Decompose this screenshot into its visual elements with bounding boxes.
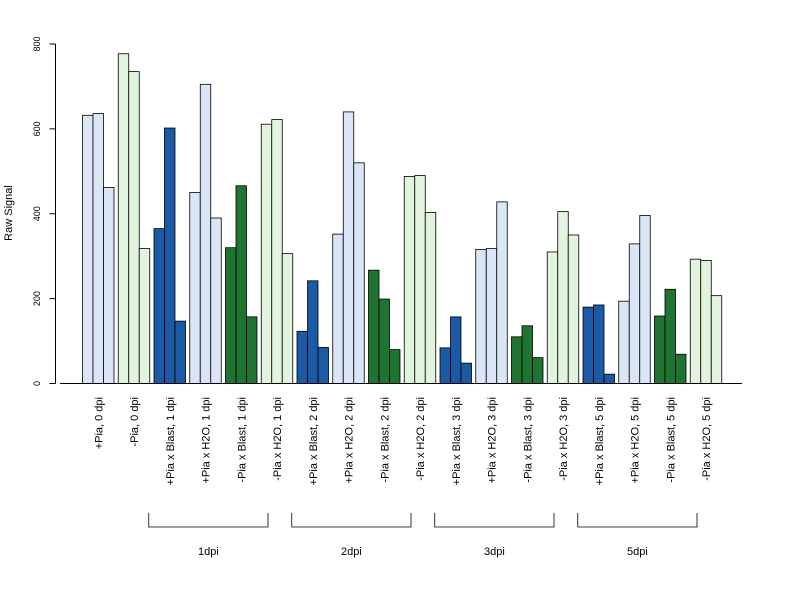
- x-tick-label: -Pia, 0 dpi: [129, 397, 141, 447]
- bar: [639, 215, 651, 384]
- bar: [246, 316, 258, 384]
- y-tick-label: 0: [32, 381, 42, 386]
- group-bracket: [434, 513, 555, 528]
- bar: [174, 320, 186, 384]
- bar: [235, 185, 247, 384]
- x-tick-label: -Pia x Blast, 2 dpi: [379, 397, 391, 483]
- bars-layer: [82, 53, 723, 384]
- bar: [424, 212, 437, 384]
- x-tick-label: -Pia x H2O, 3 dpi: [558, 397, 570, 481]
- bar: [281, 253, 294, 384]
- bar: [582, 306, 594, 384]
- x-tick-label: +Pia, 0 dpi: [93, 397, 105, 449]
- y-axis: 0 200 400 600 800: [32, 36, 56, 386]
- y-tick-label: 600: [32, 121, 42, 136]
- group-bracket: [291, 513, 412, 528]
- x-tick-label: +Pia x Blast, 1 dpi: [165, 397, 177, 485]
- bar: [439, 347, 451, 384]
- bar: [164, 127, 176, 384]
- bar: [675, 353, 687, 384]
- x-tick-label: -Pia x H2O, 1 dpi: [272, 397, 284, 481]
- bar: [567, 234, 580, 384]
- y-tick-label: 400: [32, 206, 42, 221]
- x-tick-labels: +Pia, 0 dpi -Pia, 0 dpi +Pia x Blast, 1 dp…: [93, 397, 713, 485]
- bar: [557, 211, 569, 384]
- bar: [546, 251, 559, 384]
- x-tick-label: -Pia x Blast, 1 dpi: [236, 397, 248, 483]
- y-axis-label: Raw Signal: [3, 185, 15, 241]
- group-brackets: 1dpi 2dpi 3dpi 5dpi: [148, 513, 698, 558]
- x-tick-label: -Pia x Blast, 5 dpi: [665, 397, 677, 483]
- bar: [307, 280, 319, 384]
- group-label: 2dpi: [341, 546, 362, 558]
- bar: [603, 373, 615, 384]
- x-tick-label: +Pia x Blast, 5 dpi: [594, 397, 606, 485]
- bar: [317, 347, 329, 384]
- bar: [521, 325, 533, 384]
- y-tick-label: 200: [32, 291, 42, 306]
- bar: [368, 269, 380, 384]
- bar: [103, 187, 115, 384]
- x-tick-label: +Pia x H2O, 1 dpi: [201, 397, 213, 484]
- bar: [511, 336, 523, 384]
- bar: [117, 53, 130, 384]
- x-tick-label: -Pia x H2O, 2 dpi: [415, 397, 427, 481]
- group-label: 5dpi: [627, 546, 648, 558]
- group-bracket: [577, 513, 698, 528]
- group-bracket: [148, 513, 269, 528]
- bar: [403, 176, 416, 384]
- bar: [460, 362, 472, 384]
- x-tick-label: -Pia x H2O, 5 dpi: [701, 397, 713, 481]
- bar: [689, 258, 702, 384]
- bar: [618, 300, 630, 384]
- bar: [389, 349, 401, 384]
- x-tick-label: +Pia x H2O, 2 dpi: [344, 397, 356, 484]
- bar: [82, 114, 94, 384]
- y-tick-label: 800: [32, 36, 42, 51]
- bar: [664, 288, 676, 384]
- bar: [485, 248, 498, 384]
- x-tick-label: +Pia x H2O, 5 dpi: [630, 397, 642, 484]
- bar: [593, 304, 605, 384]
- bar: [189, 192, 201, 384]
- x-tick-label: +Pia x Blast, 2 dpi: [308, 397, 320, 485]
- bar: [225, 247, 237, 384]
- bar: [450, 316, 462, 384]
- bar: [296, 330, 308, 384]
- bar: [153, 228, 165, 384]
- bar: [532, 357, 544, 384]
- bar: [342, 111, 355, 384]
- bar: [710, 295, 723, 384]
- x-tick-label: +Pia x H2O, 3 dpi: [487, 397, 499, 484]
- x-tick-label: +Pia x Blast, 3 dpi: [451, 397, 463, 485]
- bar: [199, 83, 212, 384]
- bar: [260, 123, 273, 384]
- bar: [700, 260, 712, 384]
- bar: [210, 217, 222, 384]
- bar: [628, 243, 641, 384]
- bar: [332, 233, 344, 384]
- bar: [378, 298, 390, 384]
- bar: [92, 113, 104, 384]
- bar: [414, 175, 426, 384]
- bar: [128, 71, 140, 384]
- bar: [496, 201, 508, 384]
- bar: [475, 248, 487, 384]
- bar: [138, 248, 151, 384]
- bar: [353, 162, 365, 384]
- bar: [654, 315, 666, 384]
- group-label: 3dpi: [484, 546, 505, 558]
- x-tick-label: -Pia x Blast, 3 dpi: [522, 397, 534, 483]
- bar: [271, 119, 283, 384]
- group-label: 1dpi: [198, 546, 219, 558]
